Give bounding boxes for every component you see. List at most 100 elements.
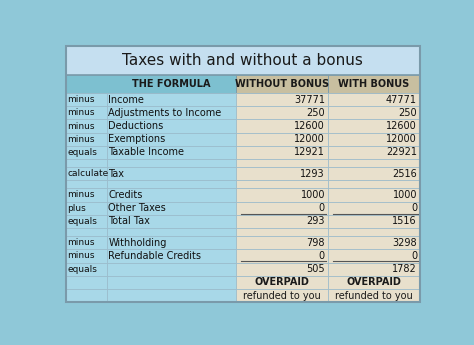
- Bar: [236, 146, 328, 159]
- Bar: [236, 119, 328, 132]
- Text: 0: 0: [411, 203, 417, 213]
- Bar: [66, 146, 107, 159]
- Bar: [66, 159, 107, 167]
- Text: 250: 250: [306, 108, 325, 118]
- Text: 12000: 12000: [386, 134, 417, 144]
- Bar: [107, 146, 236, 159]
- Bar: [107, 106, 236, 119]
- Text: 293: 293: [307, 216, 325, 226]
- Bar: [236, 236, 328, 249]
- Text: Exemptions: Exemptions: [109, 134, 166, 144]
- Bar: [107, 119, 236, 132]
- Text: 1293: 1293: [301, 169, 325, 179]
- Text: equals: equals: [67, 148, 97, 157]
- Bar: [66, 215, 107, 228]
- Bar: [236, 289, 328, 302]
- Text: 0: 0: [319, 251, 325, 261]
- Text: minus: minus: [67, 135, 95, 144]
- Text: 1516: 1516: [392, 216, 417, 226]
- Bar: [107, 276, 236, 289]
- Bar: [328, 146, 420, 159]
- Text: Withholding: Withholding: [109, 238, 167, 248]
- Bar: [236, 249, 328, 263]
- Text: Adjustments to Income: Adjustments to Income: [109, 108, 222, 118]
- Text: equals: equals: [67, 265, 97, 274]
- Bar: [66, 180, 107, 188]
- Text: THE FORMULA: THE FORMULA: [132, 79, 210, 89]
- Text: calculate: calculate: [67, 169, 109, 178]
- Text: 37771: 37771: [294, 95, 325, 105]
- Bar: [66, 46, 420, 75]
- Text: 1782: 1782: [392, 264, 417, 274]
- Bar: [66, 106, 107, 119]
- Bar: [328, 236, 420, 249]
- Bar: [236, 188, 328, 201]
- Bar: [236, 106, 328, 119]
- Text: 12000: 12000: [294, 134, 325, 144]
- Bar: [236, 75, 328, 93]
- Bar: [107, 289, 236, 302]
- Bar: [107, 215, 236, 228]
- Bar: [66, 228, 107, 236]
- Text: 250: 250: [399, 108, 417, 118]
- Bar: [236, 263, 328, 276]
- Bar: [66, 132, 107, 146]
- Bar: [66, 289, 107, 302]
- Bar: [328, 93, 420, 106]
- Bar: [328, 276, 420, 289]
- Bar: [107, 159, 236, 167]
- Text: equals: equals: [67, 217, 97, 226]
- Bar: [236, 159, 328, 167]
- Text: refunded to you: refunded to you: [243, 290, 321, 300]
- Text: minus: minus: [67, 108, 95, 117]
- Text: minus: minus: [67, 238, 95, 247]
- Text: 1000: 1000: [392, 190, 417, 200]
- Bar: [328, 75, 420, 93]
- Text: minus: minus: [67, 190, 95, 199]
- Text: minus: minus: [67, 252, 95, 260]
- Bar: [328, 106, 420, 119]
- Text: Total Tax: Total Tax: [109, 216, 150, 226]
- Text: 0: 0: [319, 203, 325, 213]
- Bar: [107, 236, 236, 249]
- Bar: [107, 228, 236, 236]
- Bar: [328, 215, 420, 228]
- Text: OVERPAID: OVERPAID: [346, 277, 401, 287]
- Bar: [328, 159, 420, 167]
- Text: minus: minus: [67, 121, 95, 130]
- Bar: [66, 93, 107, 106]
- Text: 1000: 1000: [301, 190, 325, 200]
- Bar: [66, 276, 107, 289]
- Bar: [66, 167, 107, 180]
- Bar: [66, 201, 107, 215]
- Bar: [328, 201, 420, 215]
- Text: minus: minus: [67, 95, 95, 104]
- Bar: [107, 93, 236, 106]
- Bar: [236, 167, 328, 180]
- Text: WITHOUT BONUS: WITHOUT BONUS: [235, 79, 329, 89]
- Bar: [66, 119, 107, 132]
- Bar: [107, 167, 236, 180]
- Text: 12600: 12600: [386, 121, 417, 131]
- Text: WITH BONUS: WITH BONUS: [338, 79, 410, 89]
- Bar: [66, 263, 107, 276]
- Text: Credits: Credits: [109, 190, 143, 200]
- Text: Refundable Credits: Refundable Credits: [109, 251, 201, 261]
- Bar: [328, 228, 420, 236]
- Bar: [236, 132, 328, 146]
- Text: 505: 505: [306, 264, 325, 274]
- Text: Taxes with and without a bonus: Taxes with and without a bonus: [122, 53, 364, 68]
- Text: 2516: 2516: [392, 169, 417, 179]
- Bar: [107, 180, 236, 188]
- Bar: [328, 119, 420, 132]
- Text: 12921: 12921: [294, 148, 325, 157]
- Text: plus: plus: [67, 204, 86, 213]
- Text: Taxable Income: Taxable Income: [109, 148, 184, 157]
- Bar: [107, 132, 236, 146]
- Text: 47771: 47771: [386, 95, 417, 105]
- Bar: [236, 276, 328, 289]
- Bar: [66, 188, 107, 201]
- Bar: [328, 249, 420, 263]
- Bar: [328, 180, 420, 188]
- Text: 3298: 3298: [392, 238, 417, 248]
